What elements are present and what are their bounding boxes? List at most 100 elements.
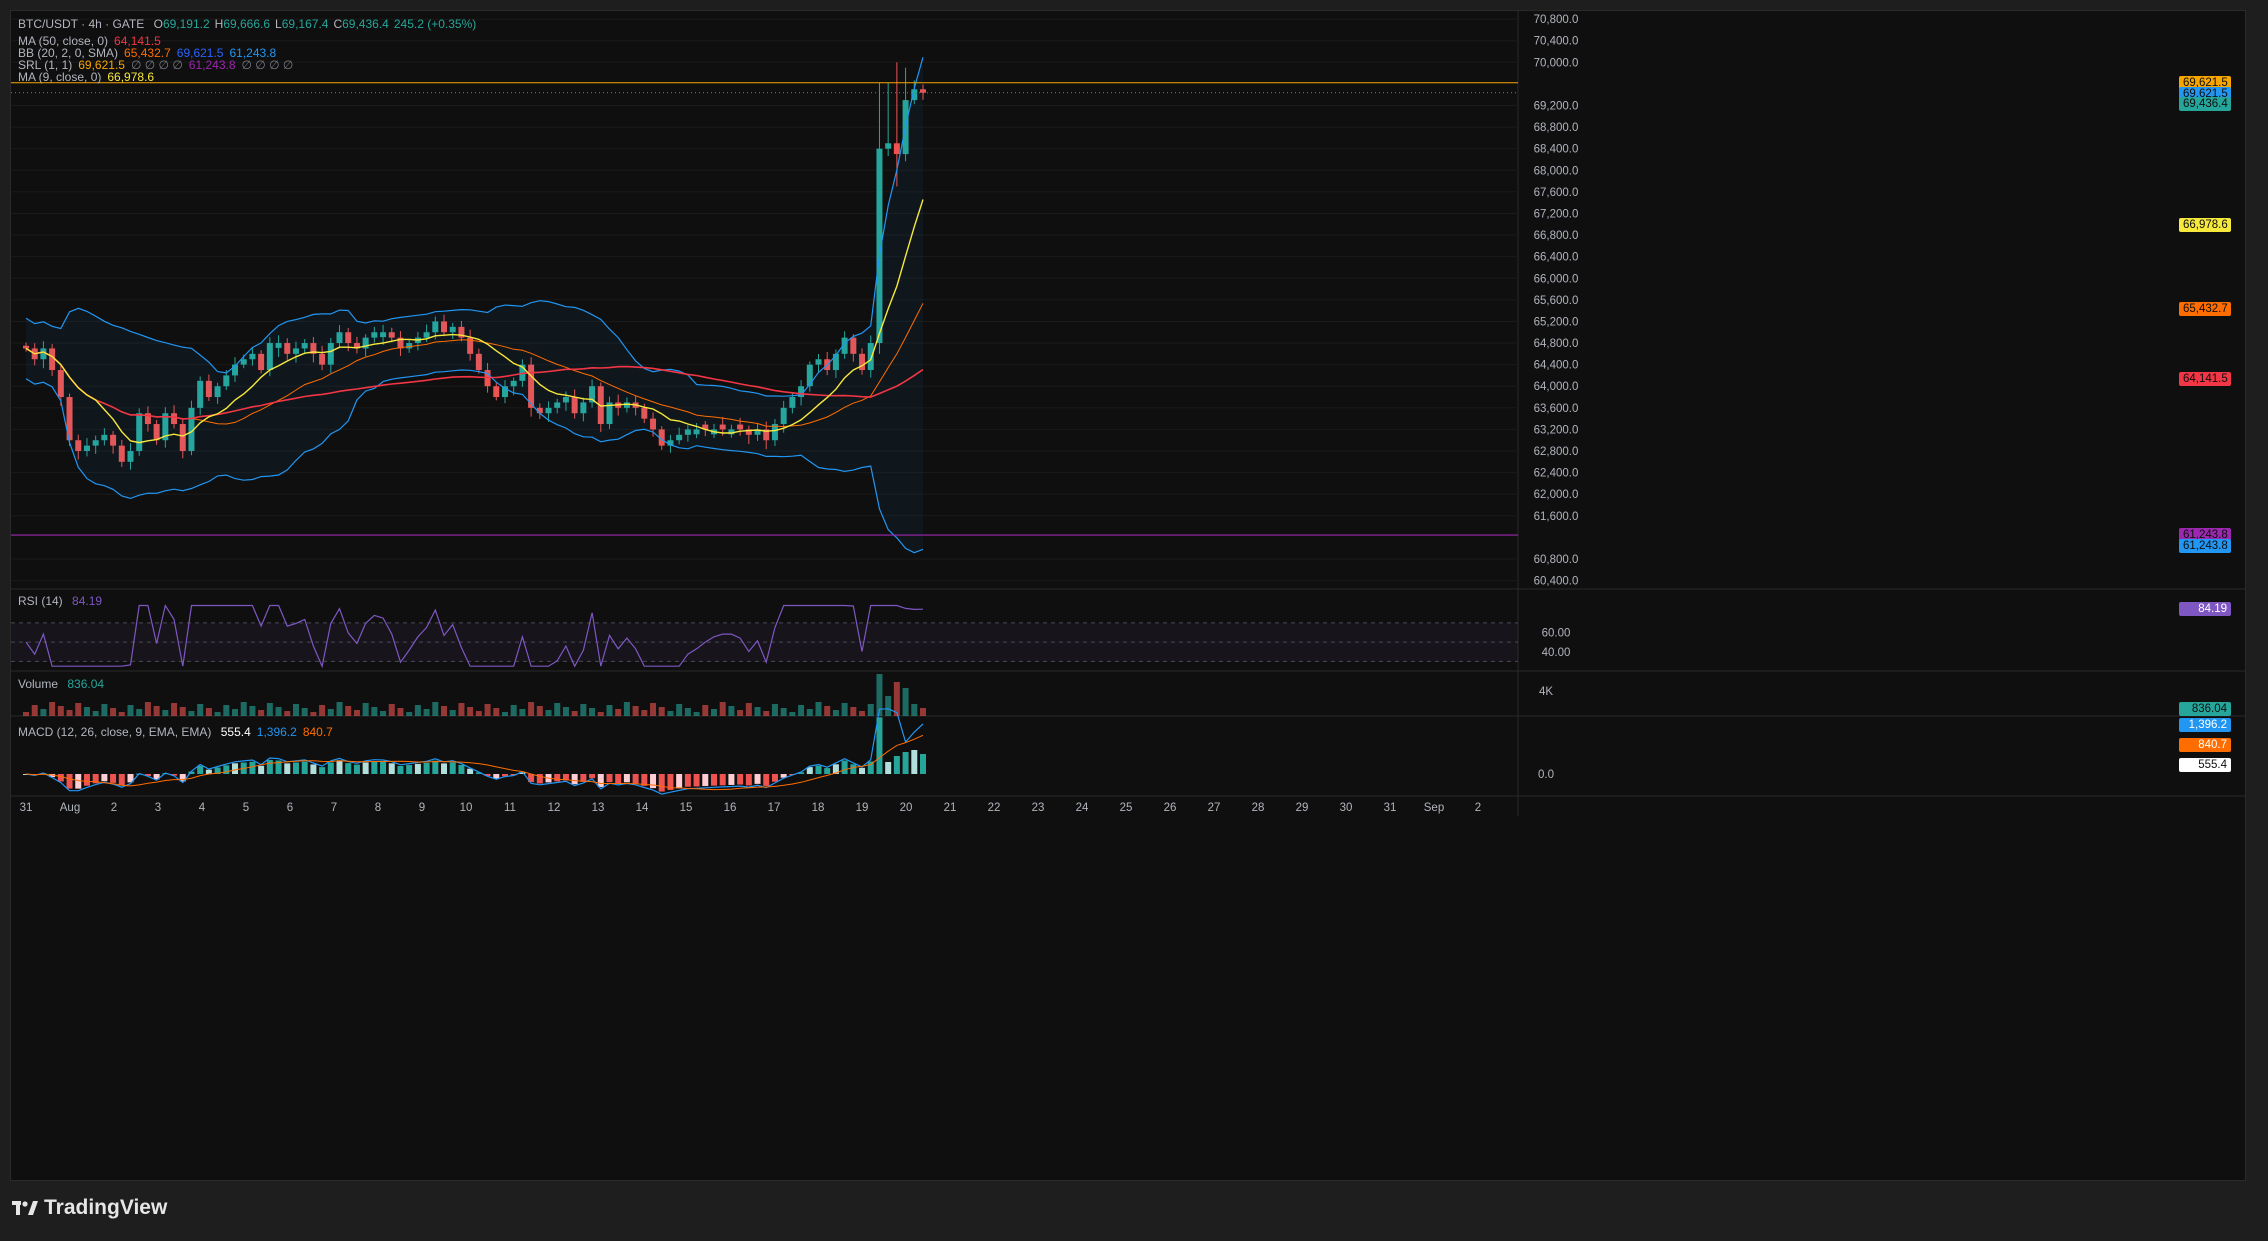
candle-body bbox=[258, 353, 265, 371]
volume-bar bbox=[911, 704, 918, 716]
volume-bar bbox=[284, 711, 291, 716]
macd-histogram-bar bbox=[562, 774, 569, 781]
indicator-value: 69,621.5 bbox=[176, 46, 224, 60]
macd-histogram-bar bbox=[902, 752, 909, 774]
macd-tag: 555.4 bbox=[2179, 758, 2231, 772]
macd-legend: MACD (12, 26, close, 9, EMA, EMA) 555.4 1… bbox=[18, 725, 345, 739]
macd-histogram-bar bbox=[49, 774, 56, 778]
candle-body bbox=[310, 343, 317, 354]
macd-histogram-bar bbox=[353, 764, 360, 774]
chart-frame[interactable]: 60,400.0 60,800.0 61,600.0 62,000.0 62,400.0… bbox=[10, 10, 2246, 1181]
macd-value: 1,396.2 bbox=[256, 725, 297, 739]
price-tick-label: 62,800.0 bbox=[1534, 446, 1579, 458]
candle-body bbox=[144, 413, 151, 425]
symbol-legend: BTC/USDT · 4h · GATE O69,191.2 H69,666.6 L… bbox=[18, 17, 487, 31]
volume-bar bbox=[754, 707, 761, 716]
volume-bar bbox=[353, 710, 360, 716]
candle-body bbox=[841, 337, 848, 354]
candle-body bbox=[284, 343, 291, 354]
volume-bar bbox=[832, 710, 839, 716]
macd-histogram-bar bbox=[266, 760, 273, 774]
indicator-legend: MA (9, close, 0) 66,978.6 bbox=[18, 70, 160, 84]
volume-bar bbox=[562, 707, 569, 716]
time-axis-label: 7 bbox=[331, 802, 337, 814]
macd-histogram-bar bbox=[179, 774, 186, 782]
macd-histogram-bar bbox=[336, 760, 343, 774]
indicator-value: 61,243.8 bbox=[229, 46, 277, 60]
volume-bar bbox=[40, 709, 47, 716]
macd-histogram-bar bbox=[510, 774, 517, 776]
macd-histogram-bar bbox=[623, 774, 630, 783]
candle-body bbox=[893, 143, 900, 155]
macd-histogram-bar bbox=[876, 717, 883, 774]
candle-body bbox=[205, 380, 212, 398]
bollinger-band-fill bbox=[26, 57, 923, 553]
ohlc-item: H69,666.6 bbox=[214, 17, 271, 31]
candle-body bbox=[292, 348, 299, 354]
candle-body bbox=[127, 451, 134, 462]
volume-label: Volume bbox=[18, 677, 59, 691]
rsi-legend: RSI (14) 84.19 bbox=[18, 594, 108, 608]
candle-body bbox=[510, 380, 517, 387]
macd-histogram-bar bbox=[292, 762, 299, 774]
candle-body bbox=[754, 429, 761, 435]
time-axis-label: 23 bbox=[1032, 802, 1045, 814]
candle-body bbox=[693, 429, 700, 435]
volume-tag: 836.04 bbox=[2179, 702, 2231, 716]
macd-tag: 840.7 bbox=[2179, 738, 2231, 752]
volume-bar bbox=[536, 706, 543, 716]
candle-body bbox=[501, 386, 508, 398]
volume-bar bbox=[519, 709, 526, 716]
candle-body bbox=[571, 397, 578, 414]
rsi-tick-label: 40.00 bbox=[1542, 647, 1571, 659]
chart-canvas[interactable]: 60,400.0 60,800.0 61,600.0 62,000.0 62,400.0… bbox=[11, 11, 2246, 1181]
time-axis-label: 10 bbox=[460, 802, 473, 814]
volume-bar bbox=[336, 702, 343, 716]
candle-body bbox=[737, 424, 744, 430]
volume-bar bbox=[658, 707, 665, 716]
macd-label: MACD (12, 26, close, 9, EMA, EMA) bbox=[18, 725, 212, 739]
price-tick-label: 65,200.0 bbox=[1534, 316, 1579, 328]
candle-body bbox=[362, 337, 369, 349]
volume-bar bbox=[728, 706, 735, 716]
candle-body bbox=[589, 386, 596, 403]
volume-bar bbox=[362, 703, 369, 716]
indicator-value: 65,432.7 bbox=[124, 46, 171, 60]
candle-body bbox=[859, 353, 866, 371]
macd-value: 555.4 bbox=[220, 725, 251, 739]
indicator-value: 61,243.8 bbox=[188, 58, 236, 72]
volume-bar bbox=[493, 708, 500, 716]
candle-body bbox=[162, 413, 169, 441]
macd-histogram-bar bbox=[911, 750, 918, 774]
macd-histogram-bar bbox=[850, 764, 857, 774]
time-axis-label: 4 bbox=[199, 802, 206, 814]
macd-histogram-bar bbox=[110, 774, 117, 783]
time-axis-label: 25 bbox=[1120, 802, 1133, 814]
volume-bar bbox=[815, 702, 822, 716]
time-axis-label: 30 bbox=[1340, 802, 1353, 814]
volume-bar bbox=[75, 703, 82, 716]
macd-histogram-bar bbox=[362, 762, 369, 774]
tradingview-logo: TradingView bbox=[12, 1196, 167, 1220]
macd-histogram-bar bbox=[554, 774, 561, 782]
volume-bar bbox=[397, 708, 404, 716]
volume-bar bbox=[153, 706, 160, 716]
volume-bar bbox=[406, 712, 413, 716]
volume-bar bbox=[893, 682, 900, 716]
volume-bar bbox=[798, 705, 805, 716]
rsi-value: 84.19 bbox=[72, 594, 103, 608]
volume-bar bbox=[449, 710, 456, 716]
volume-bar bbox=[49, 702, 56, 716]
macd-histogram-bar bbox=[597, 774, 604, 787]
volume-bar bbox=[171, 703, 178, 716]
ohlc-item: L69,167.4 bbox=[275, 17, 329, 31]
candle-body bbox=[623, 402, 630, 408]
candle-body bbox=[388, 332, 395, 338]
candle-body bbox=[353, 343, 360, 349]
macd-histogram-bar bbox=[571, 774, 578, 785]
macd-histogram-bar bbox=[423, 762, 430, 774]
macd-histogram-bar bbox=[275, 760, 282, 774]
volume-bar bbox=[258, 710, 265, 716]
macd-histogram-bar bbox=[223, 765, 230, 774]
candle-body bbox=[475, 353, 482, 371]
